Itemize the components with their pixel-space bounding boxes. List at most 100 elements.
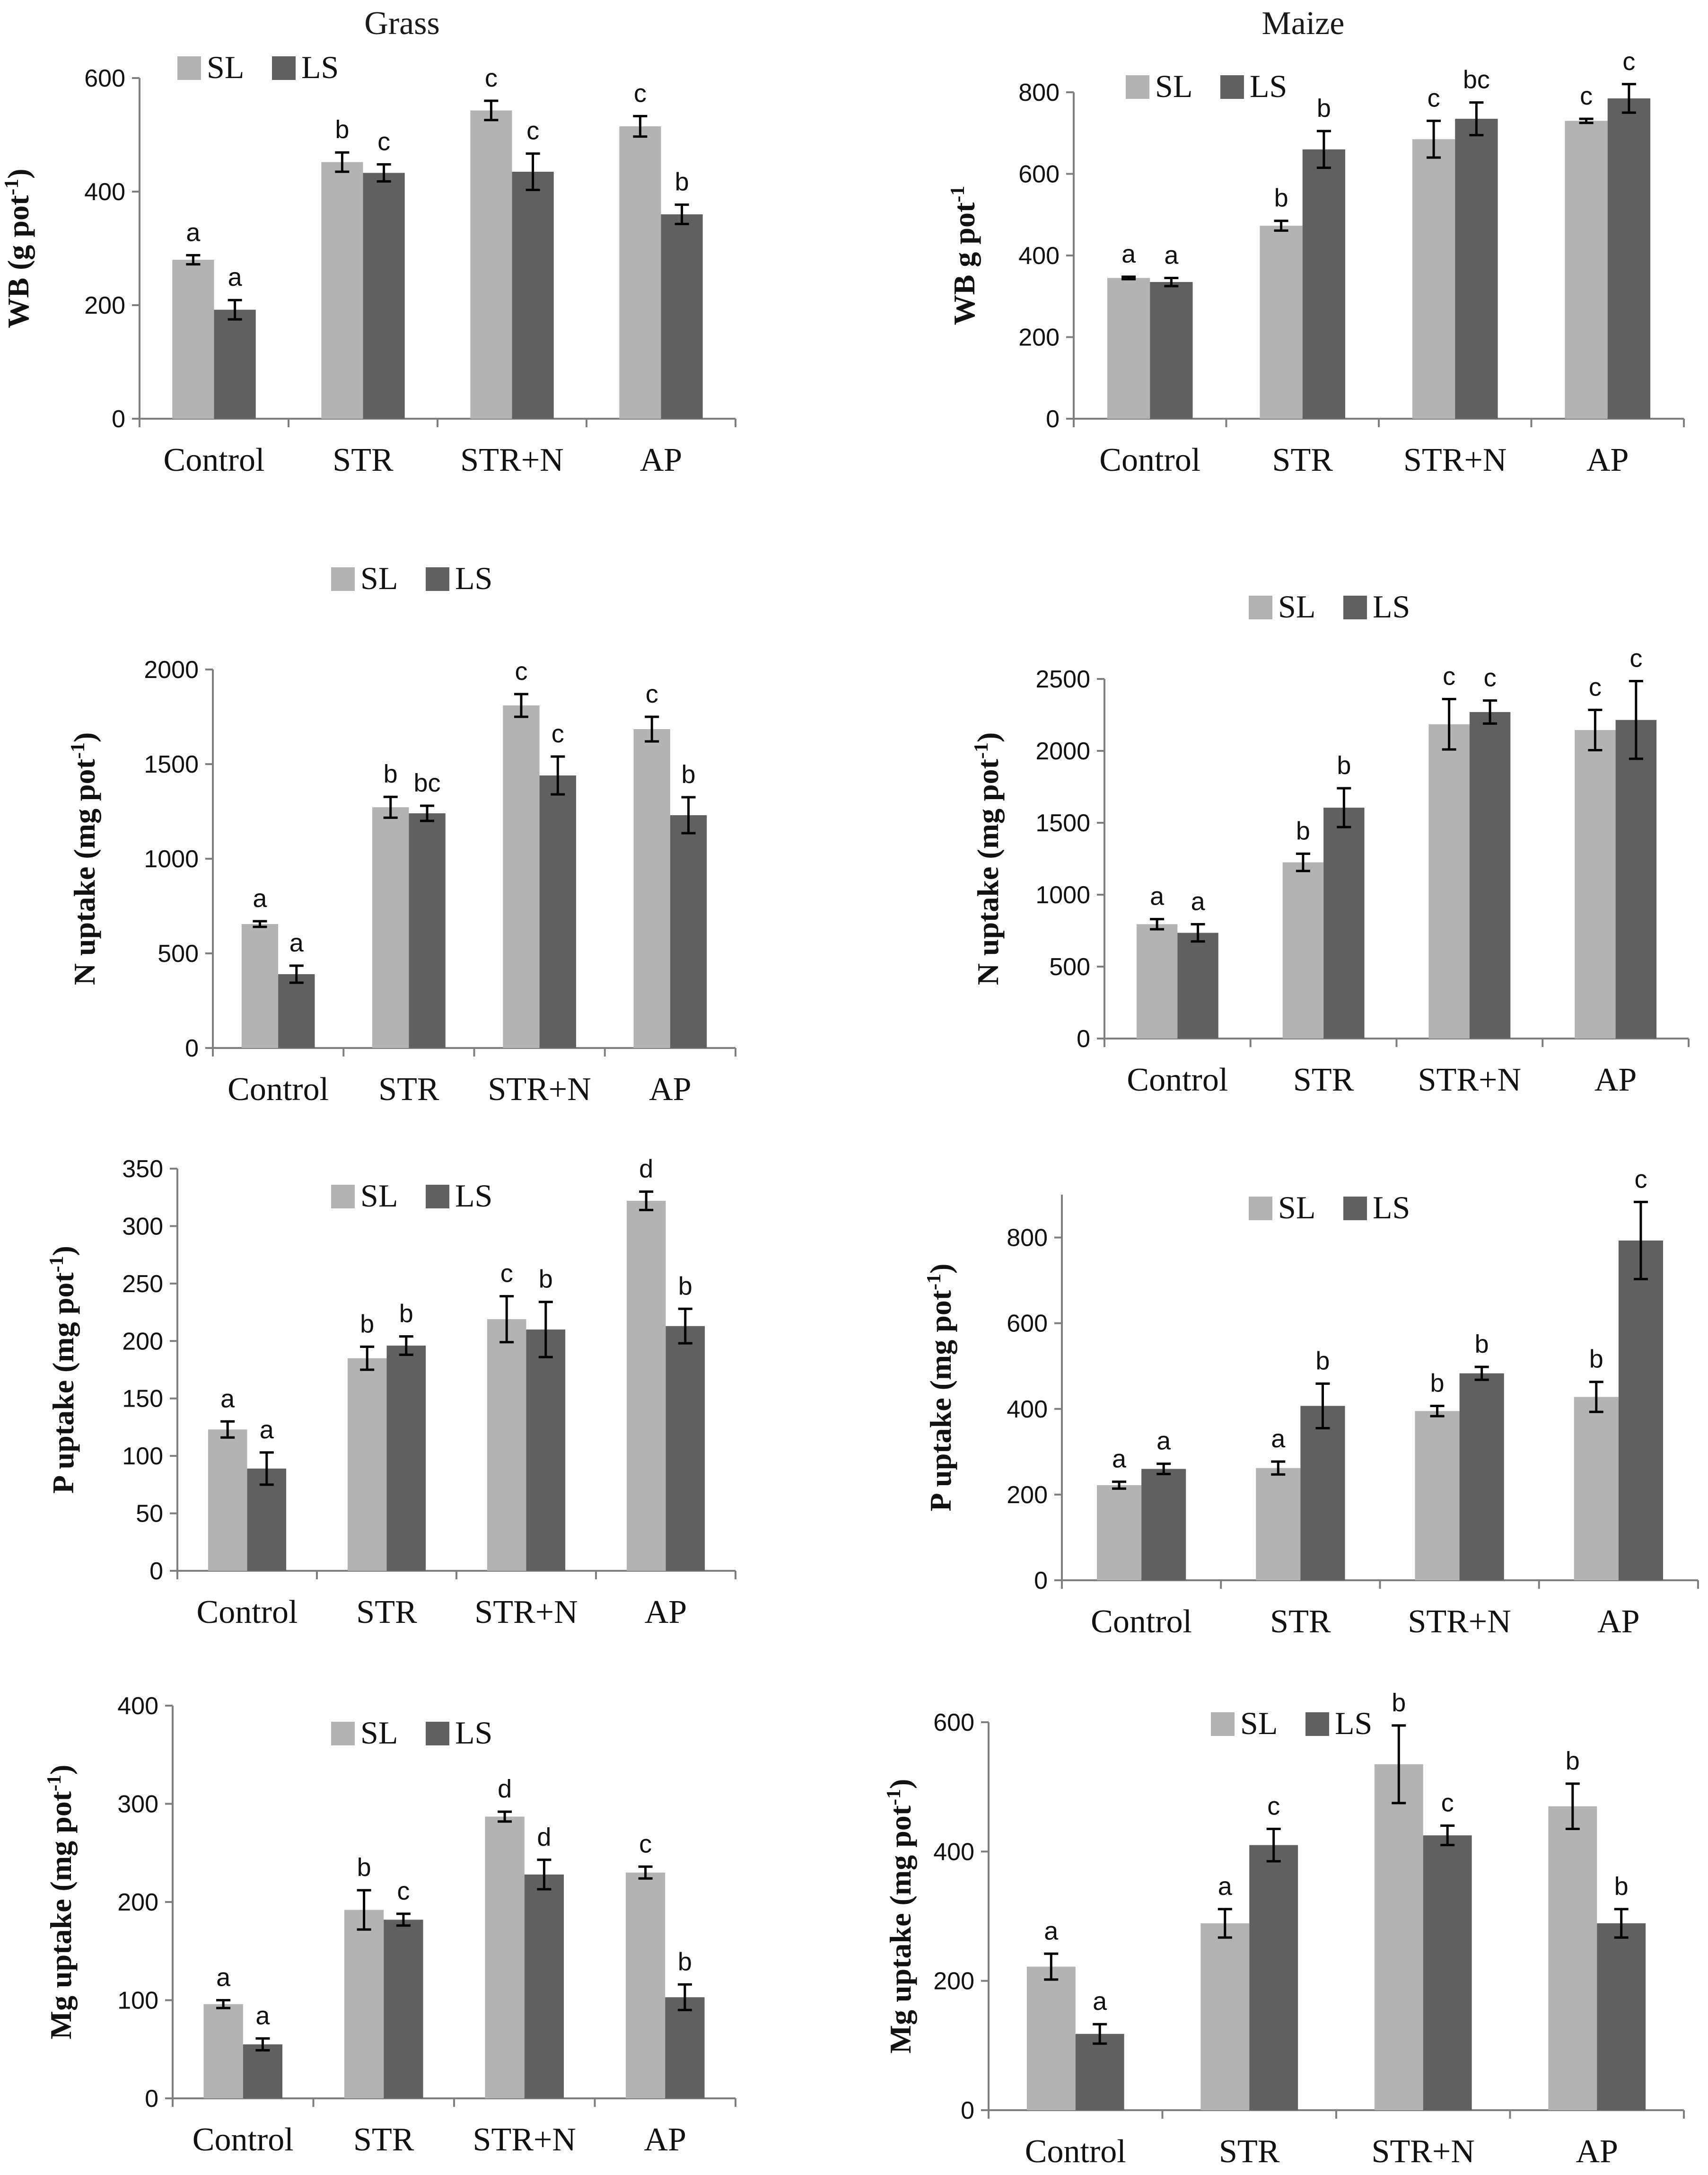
x-tick-label: AP bbox=[640, 442, 682, 478]
y-tick-label: 0 bbox=[112, 405, 125, 433]
x-tick-label: STR bbox=[333, 442, 394, 478]
y-tick-label: 400 bbox=[933, 1838, 974, 1866]
significance-letter: c bbox=[526, 117, 539, 145]
legend-swatch-ls bbox=[1343, 1197, 1367, 1220]
y-tick-label: 150 bbox=[122, 1385, 163, 1413]
significance-letter: c bbox=[1634, 1165, 1647, 1193]
bar-ls bbox=[1300, 1406, 1345, 1580]
significance-letter: c bbox=[377, 127, 390, 156]
significance-letter: c bbox=[1629, 644, 1642, 673]
y-axis-label: WB (g pot-1) bbox=[1, 168, 35, 328]
legend-swatch-ls bbox=[1343, 596, 1367, 619]
x-tick-label: AP bbox=[1576, 2133, 1618, 2170]
x-tick-label: Control bbox=[1025, 2133, 1126, 2170]
y-tick-label: 100 bbox=[117, 1987, 158, 2015]
y-axis-label: P uptake (mg pot-1) bbox=[923, 1264, 957, 1512]
significance-letter: c bbox=[552, 720, 564, 748]
chart-3: 0 500 1000 1500 2000 2500 Control STR STR+N AP a b c… bbox=[971, 589, 1690, 1098]
legend-label-ls: LS bbox=[1373, 1189, 1410, 1225]
y-tick-label: 2000 bbox=[144, 656, 199, 684]
significance-letter: c bbox=[646, 680, 658, 708]
y-tick-label: 200 bbox=[122, 1328, 163, 1355]
bar-sl bbox=[1574, 1397, 1619, 1580]
y-tick-label: 50 bbox=[136, 1500, 163, 1528]
bar-ls bbox=[526, 1330, 566, 1571]
significance-letter: a bbox=[1156, 1427, 1171, 1455]
significance-letter: c bbox=[515, 657, 527, 686]
x-tick-label: Control bbox=[1099, 442, 1200, 478]
significance-letter: d bbox=[537, 1823, 551, 1851]
bar-ls bbox=[666, 1326, 705, 1571]
legend-swatch-sl bbox=[331, 1722, 355, 1745]
bar-ls bbox=[214, 309, 256, 419]
legend-label-ls: LS bbox=[1373, 589, 1410, 625]
bar-sl bbox=[470, 110, 512, 419]
significance-letter: c bbox=[1428, 84, 1440, 112]
significance-letter: b bbox=[1274, 184, 1288, 212]
bar-sl bbox=[1374, 1764, 1423, 2110]
x-tick-label: STR+N bbox=[460, 442, 563, 478]
legend-swatch-sl bbox=[1249, 1197, 1272, 1220]
x-tick-label: STR+N bbox=[474, 1594, 578, 1630]
bar-ls bbox=[1150, 282, 1193, 419]
significance-letter: c bbox=[639, 1830, 652, 1858]
x-tick-label: STR bbox=[1270, 1603, 1331, 1640]
legend-swatch-sl bbox=[177, 56, 201, 80]
significance-letter: b bbox=[1475, 1330, 1489, 1358]
legend-label-ls: LS bbox=[1250, 68, 1287, 104]
x-tick-label: AP bbox=[1597, 1603, 1639, 1640]
significance-letter: a bbox=[289, 929, 304, 957]
y-tick-label: 1500 bbox=[144, 751, 199, 778]
bar-ls bbox=[1597, 1923, 1646, 2110]
y-tick-label: 200 bbox=[84, 292, 125, 319]
y-tick-label: 200 bbox=[1007, 1481, 1048, 1509]
legend-swatch-sl bbox=[331, 1185, 355, 1208]
significance-letter: a bbox=[1218, 1872, 1233, 1901]
legend-label-sl: SL bbox=[1155, 68, 1192, 104]
title-maize: Maize bbox=[1262, 5, 1345, 42]
y-tick-label: 500 bbox=[1049, 953, 1090, 981]
x-tick-label: Control bbox=[1091, 1603, 1192, 1640]
x-tick-label: STR bbox=[1219, 2133, 1280, 2170]
significance-letter: b bbox=[1296, 817, 1310, 845]
y-tick-label: 1000 bbox=[1035, 881, 1090, 909]
legend-label-sl: SL bbox=[360, 1178, 398, 1214]
y-axis-label: WB g pot-1 bbox=[947, 186, 981, 326]
significance-letter: a bbox=[1044, 1917, 1059, 1945]
x-tick-label: STR+N bbox=[488, 1071, 591, 1108]
y-tick-label: 0 bbox=[149, 1558, 163, 1585]
significance-letter: c bbox=[1267, 1792, 1280, 1821]
y-tick-label: 400 bbox=[117, 1692, 158, 1720]
x-tick-label: Control bbox=[1127, 1062, 1228, 1098]
legend-label-sl: SL bbox=[360, 1715, 398, 1751]
legend-swatch-ls bbox=[426, 1185, 449, 1208]
legend-swatch-sl bbox=[1126, 75, 1149, 99]
significance-letter: b bbox=[335, 115, 349, 144]
y-tick-label: 400 bbox=[1018, 242, 1060, 270]
significance-letter: b bbox=[678, 1272, 692, 1300]
bar-sl bbox=[485, 1816, 525, 2098]
bar-ls bbox=[384, 1920, 423, 2098]
significance-letter: bc bbox=[1463, 66, 1490, 94]
legend-label-sl: SL bbox=[360, 560, 398, 596]
y-tick-label: 600 bbox=[84, 65, 125, 92]
bar-ls bbox=[1249, 1845, 1298, 2110]
significance-letter: b bbox=[1337, 751, 1351, 780]
y-tick-label: 400 bbox=[1007, 1396, 1048, 1423]
y-tick-label: 600 bbox=[1007, 1310, 1048, 1338]
legend-swatch-ls bbox=[272, 56, 296, 80]
bar-sl bbox=[503, 705, 540, 1048]
bar-sl bbox=[1282, 862, 1324, 1039]
significance-letter: c bbox=[1443, 662, 1455, 691]
y-tick-label: 500 bbox=[158, 940, 199, 968]
bar-sl bbox=[372, 807, 409, 1048]
bar-sl bbox=[1412, 139, 1455, 419]
y-axis-label: Mg uptake (mg pot-1) bbox=[883, 1779, 917, 2054]
bar-ls bbox=[386, 1346, 426, 1571]
significance-letter: b bbox=[675, 168, 689, 196]
bar-sl bbox=[1026, 1966, 1076, 2110]
legend-label-ls: LS bbox=[1335, 1705, 1372, 1741]
significance-letter: a bbox=[255, 2001, 270, 2030]
